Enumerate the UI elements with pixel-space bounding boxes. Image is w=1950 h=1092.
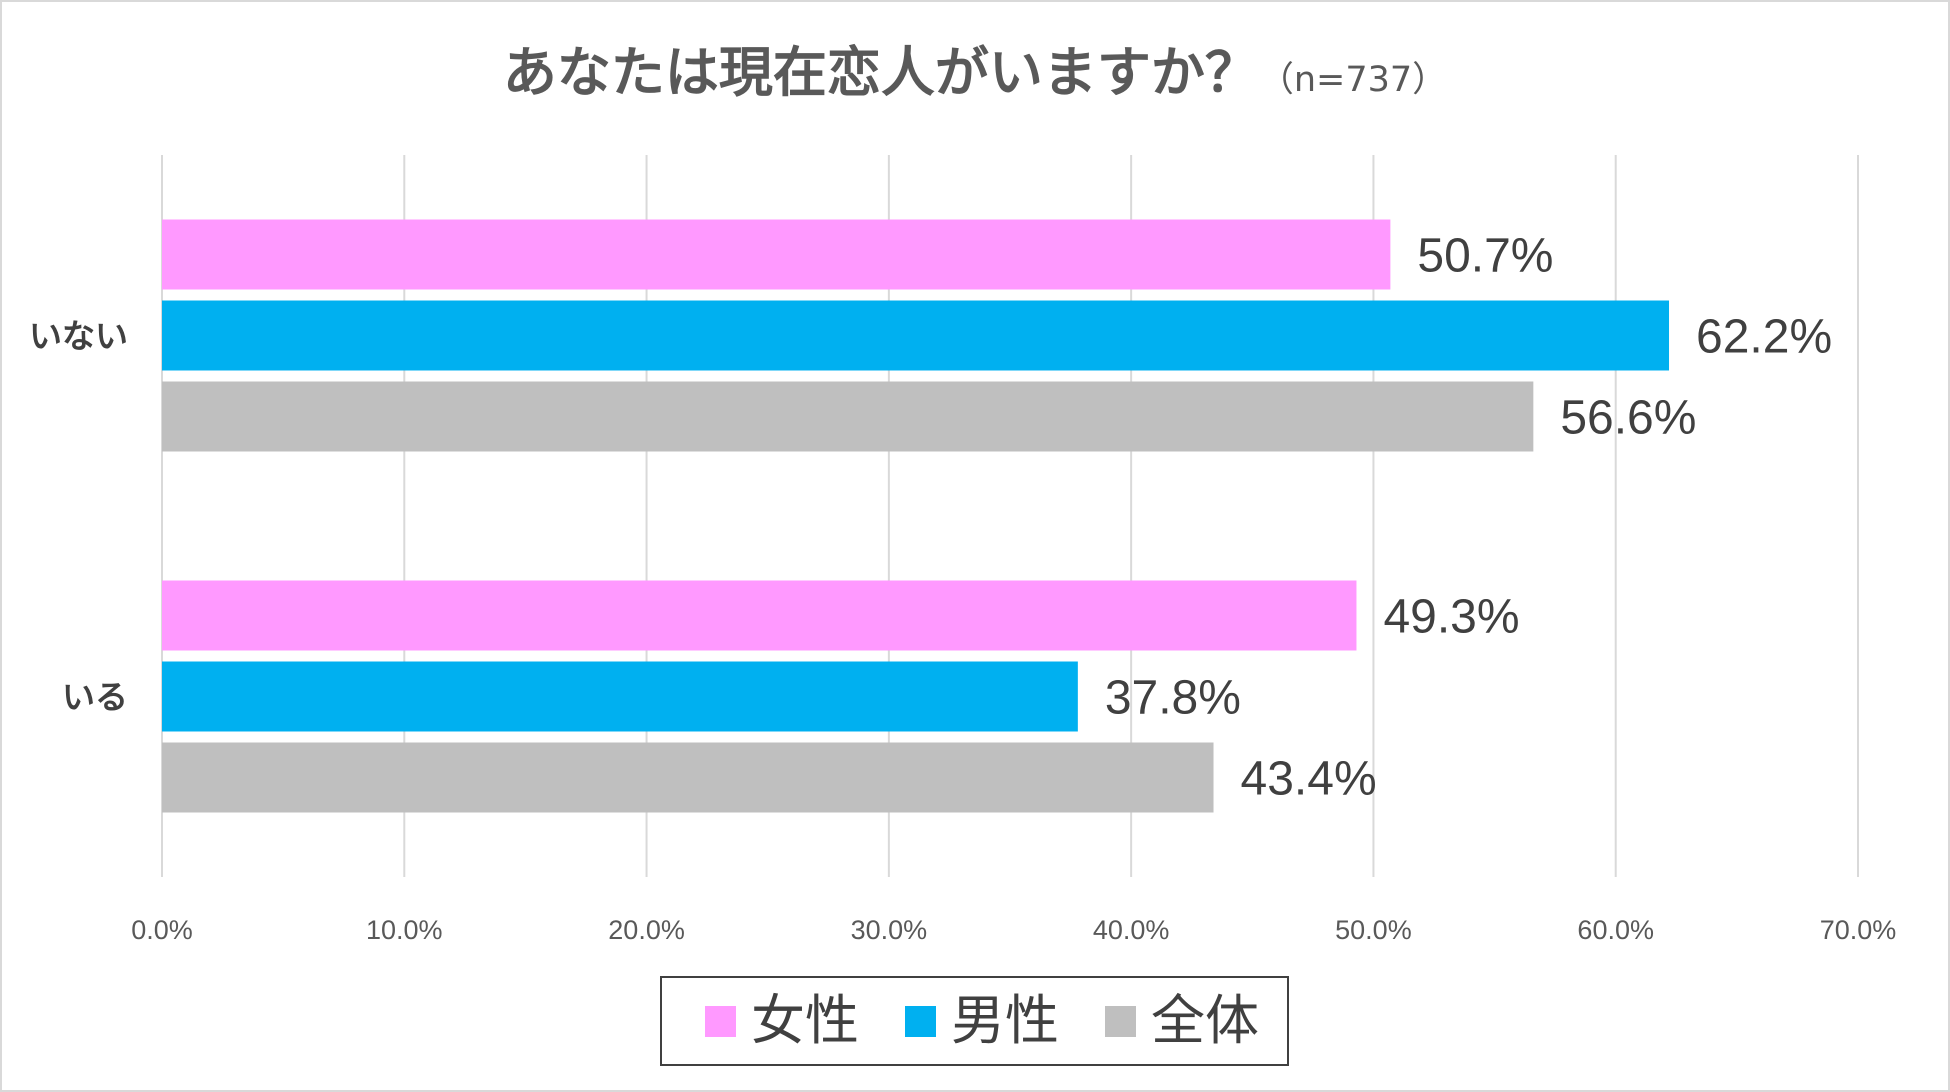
legend: 女性 男性 全体 <box>660 976 1289 1066</box>
data-label: 50.7% <box>1417 230 1553 283</box>
chart-title-sample-size: （n=737） <box>1258 60 1448 100</box>
data-label-unit: % <box>1654 392 1697 445</box>
x-tick-label: 50.0% <box>1335 915 1412 945</box>
x-tick-label: 10.0% <box>366 915 443 945</box>
x-tick-label: 30.0% <box>851 915 928 945</box>
x-tick-label: 40.0% <box>1093 915 1170 945</box>
chart-title: あなたは現在恋人がいますか？（n=737） <box>0 40 1950 119</box>
data-labels: 50.7%62.2%56.6%49.3%37.8%43.4% <box>1105 230 1832 806</box>
x-tick-label: 70.0% <box>1820 915 1897 945</box>
legend-label: 女性 <box>751 989 859 1052</box>
data-label-value: 37.8 <box>1105 672 1198 725</box>
x-axis-tick-labels: 0.0% 10.0% 20.0% 30.0% 40.0% 50.0% 60.0% 70.0% <box>131 915 1896 945</box>
data-label-value: 49.3 <box>1383 591 1476 644</box>
data-label-unit: % <box>1198 672 1241 725</box>
legend-item-total: 全体 <box>1105 994 1259 1048</box>
legend-label: 全体 <box>1151 989 1259 1052</box>
x-tick-label: 60.0% <box>1577 915 1654 945</box>
data-label: 37.8% <box>1105 672 1241 725</box>
legend-swatch <box>905 1005 936 1037</box>
data-label: 56.6% <box>1560 392 1696 445</box>
bar <box>162 580 1357 651</box>
data-label-value: 56.6 <box>1560 392 1653 445</box>
chart-title-main: あなたは現在恋人がいますか？ <box>502 41 1259 104</box>
legend-swatch <box>1105 1005 1136 1037</box>
bar <box>162 300 1670 371</box>
data-label-unit: % <box>1334 753 1377 806</box>
bar <box>162 381 1534 452</box>
data-label-unit: % <box>1789 311 1832 364</box>
category-label: いない <box>29 317 128 356</box>
bars <box>162 219 1670 813</box>
x-tick-label: 20.0% <box>608 915 685 945</box>
data-label-value: 50.7 <box>1417 230 1510 283</box>
bar <box>162 219 1391 290</box>
x-tick-label: 0.0% <box>131 915 193 945</box>
legend-item-female: 女性 <box>705 994 905 1048</box>
legend-item-male: 男性 <box>905 994 1105 1048</box>
bar <box>162 661 1078 732</box>
data-label-unit: % <box>1477 591 1520 644</box>
data-label-value: 43.4 <box>1241 753 1334 806</box>
data-label: 43.4% <box>1241 753 1377 806</box>
bar <box>162 742 1214 813</box>
legend-label: 男性 <box>951 989 1059 1052</box>
data-label-unit: % <box>1511 230 1554 283</box>
data-label: 49.3% <box>1383 591 1519 644</box>
data-label: 62.2% <box>1696 311 1832 364</box>
legend-swatch <box>705 1005 736 1037</box>
data-label-value: 62.2 <box>1696 311 1789 364</box>
category-label: いる <box>62 678 128 717</box>
